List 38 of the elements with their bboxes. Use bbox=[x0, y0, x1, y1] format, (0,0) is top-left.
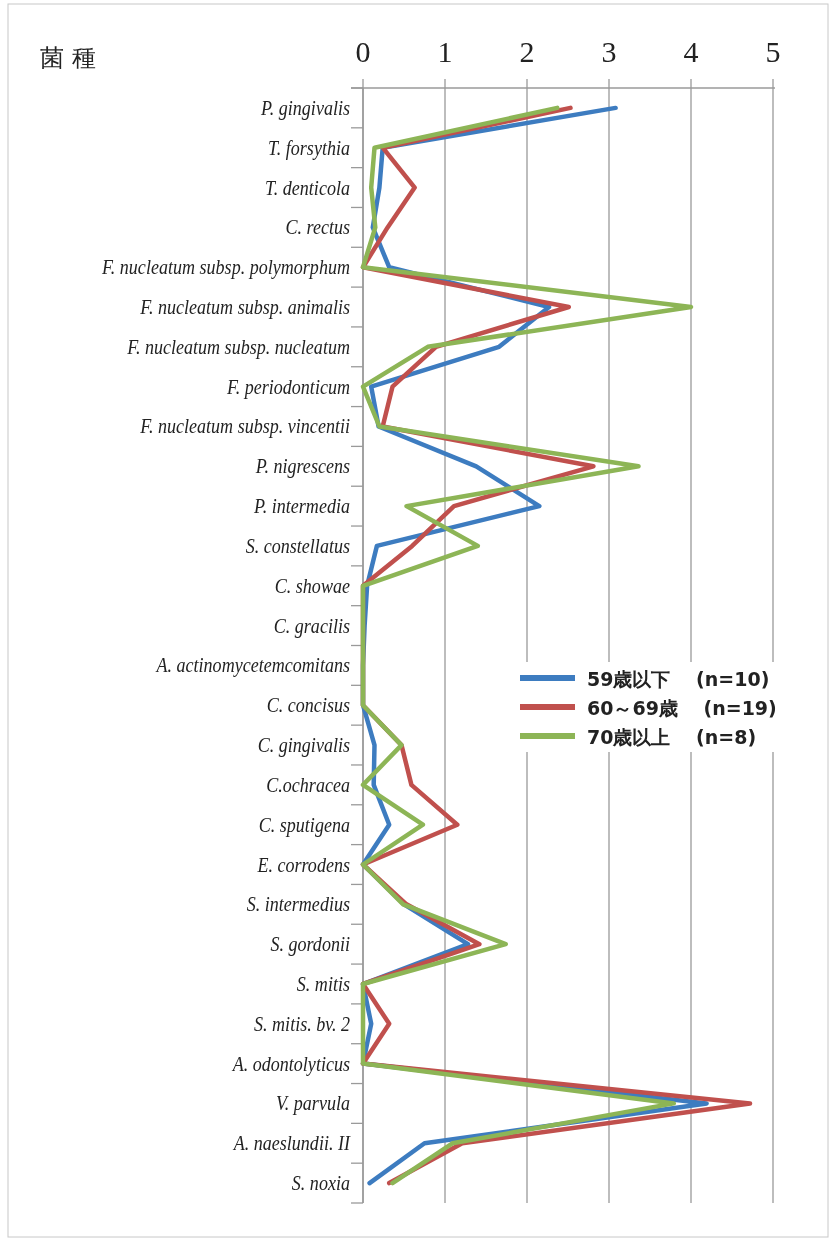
x-tick-label: 4 bbox=[683, 35, 699, 68]
y-tick-label: S. mitis. bv. 2 bbox=[254, 1012, 351, 1036]
y-tick-label: P. gingivalis bbox=[260, 96, 351, 120]
y-tick-label: S. noxia bbox=[291, 1171, 351, 1195]
y-tick-label: F. nucleatum subsp. vincentii bbox=[139, 415, 350, 438]
y-tick-label: A. odontolyticus bbox=[230, 1052, 351, 1075]
y-tick-label: F. nucleatum subsp. nucleatum bbox=[126, 335, 350, 359]
x-tick-label: 2 bbox=[519, 35, 535, 68]
y-tick-label: C. gingivalis bbox=[257, 733, 351, 757]
x-tick-label: 3 bbox=[601, 35, 617, 68]
y-tick-label: C. sputigena bbox=[258, 813, 351, 836]
y-tick-label: P. intermedia bbox=[253, 494, 351, 518]
y-tick-label: C. gracilis bbox=[273, 614, 351, 637]
x-tick-label: 1 bbox=[437, 35, 453, 68]
y-tick-label: S. intermedius bbox=[246, 893, 351, 916]
x-tick-label: 0 bbox=[355, 35, 371, 68]
y-tick-label: F. nucleatum subsp. animalis bbox=[139, 295, 351, 319]
y-tick-label: F. periodonticum bbox=[226, 375, 350, 398]
y-tick-label: C. concisus bbox=[266, 694, 351, 717]
y-tick-label: A. actinomycetemcomitans bbox=[154, 654, 351, 677]
legend-label: 70歳以上 (n=8) bbox=[587, 726, 757, 748]
legend-label: 59歳以下 (n=10) bbox=[587, 668, 770, 690]
y-tick-label: C.ochracea bbox=[266, 773, 351, 797]
y-tick-label: S. constellatus bbox=[245, 534, 351, 558]
y-tick-label: A. naeslundii. II bbox=[231, 1132, 352, 1155]
y-tick-label: S. mitis bbox=[296, 972, 351, 996]
y-tick-label: C. rectus bbox=[285, 216, 351, 239]
y-tick-label: E. corrodens bbox=[256, 853, 351, 876]
y-tick-label: P. nigrescens bbox=[254, 455, 351, 478]
y-tick-label: S. gordonii bbox=[270, 932, 350, 956]
y-tick-label: C. showae bbox=[274, 574, 351, 598]
y-axis-title: 菌 種 bbox=[40, 44, 96, 72]
y-tick-label: T. forsythia bbox=[268, 136, 351, 160]
legend-label: 60～69歳 (n=19) bbox=[587, 697, 777, 719]
x-tick-label: 5 bbox=[765, 35, 781, 68]
y-tick-label: F. nucleatum subsp. polymorphum bbox=[101, 255, 350, 279]
y-tick-label: T. denticola bbox=[265, 176, 351, 199]
y-tick-label: V. parvula bbox=[276, 1092, 351, 1115]
